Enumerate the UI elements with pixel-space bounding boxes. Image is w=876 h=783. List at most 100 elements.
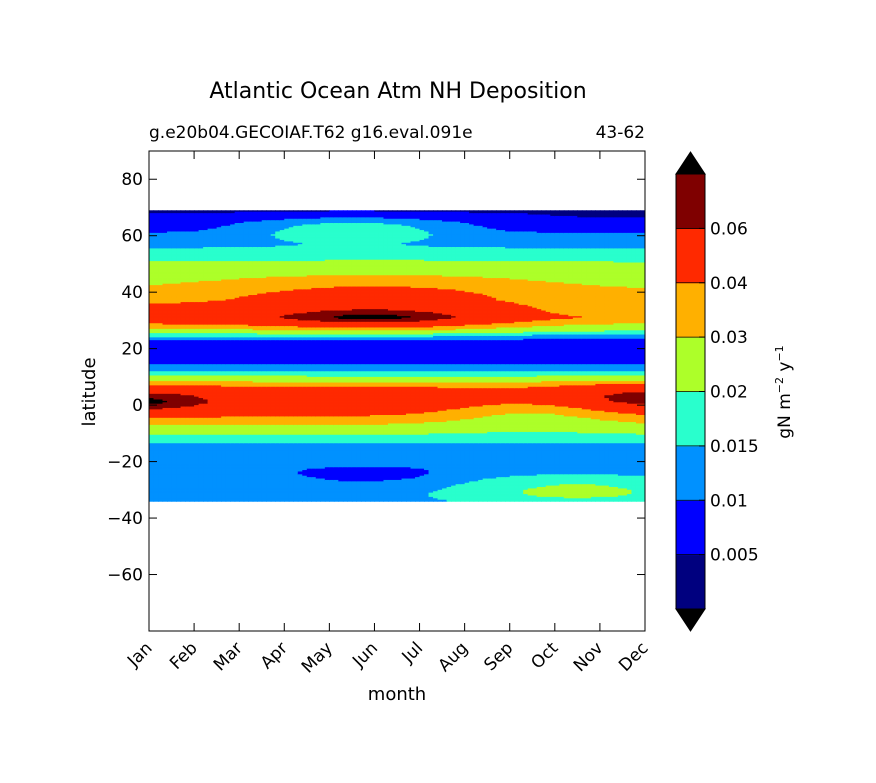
contour-cell	[198, 357, 204, 360]
contour-cell	[189, 488, 195, 491]
contour-cell	[194, 369, 200, 372]
contour-cell	[158, 439, 164, 442]
contour-cell	[194, 330, 200, 333]
contour-cell	[176, 275, 182, 278]
contour-cell	[162, 306, 168, 309]
contour-cell	[176, 330, 182, 333]
contour-cell	[162, 410, 168, 413]
contour-cell	[189, 239, 195, 242]
contour-cell	[149, 362, 155, 365]
contour-cell	[149, 463, 155, 466]
contour-cell	[194, 328, 200, 331]
contour-cell	[153, 327, 159, 330]
contour-cell	[171, 396, 177, 399]
contour-cell	[149, 472, 155, 475]
contour-cell	[176, 333, 182, 336]
contour-cell	[189, 293, 195, 296]
contour-cell	[149, 487, 155, 490]
contour-cell	[162, 278, 168, 281]
contour-cell	[198, 311, 204, 314]
contour-cell	[153, 348, 159, 351]
contour-cell	[180, 276, 186, 279]
contour-cell	[180, 477, 186, 480]
contour-cell	[176, 400, 182, 403]
contour-cell	[153, 415, 159, 418]
contour-cell	[171, 330, 177, 333]
contour-cell	[158, 446, 164, 449]
contour-cell	[158, 383, 164, 386]
contour-cell	[180, 309, 186, 312]
contour-cell	[158, 299, 164, 302]
contour-cell	[149, 299, 155, 302]
contour-cell	[194, 211, 200, 214]
contour-cell	[176, 220, 182, 223]
contour-cell	[153, 269, 159, 272]
contour-cell	[162, 268, 168, 271]
contour-cell	[176, 273, 182, 276]
contour-cell	[167, 242, 173, 245]
contour-cell	[149, 244, 155, 247]
contour-cell	[176, 218, 182, 221]
contour-cell	[153, 439, 159, 442]
contour-cell	[167, 239, 173, 242]
contour-cell	[189, 278, 195, 281]
contour-cell	[149, 317, 155, 320]
contour-cell	[189, 485, 195, 488]
contour-cell	[176, 364, 182, 367]
contour-cell	[167, 324, 173, 327]
contour-cell	[149, 307, 155, 310]
contour-cell	[171, 419, 177, 422]
contour-cell	[185, 275, 191, 278]
contour-cell	[198, 429, 204, 432]
contour-cell	[198, 348, 204, 351]
contour-cell	[167, 474, 173, 477]
contour-cell	[153, 388, 159, 391]
contour-cell	[171, 406, 177, 409]
contour-cell	[149, 498, 155, 501]
contour-cell	[149, 407, 155, 410]
contour-cell	[176, 468, 182, 471]
contour-cell	[189, 368, 195, 371]
contour-cell	[162, 307, 168, 310]
contour-cell	[162, 357, 168, 360]
contour-cell	[153, 215, 159, 218]
contour-cell	[167, 427, 173, 430]
contour-cell	[180, 285, 186, 288]
contour-cell	[185, 489, 191, 492]
contour-cell	[167, 415, 173, 418]
contour-cell	[185, 369, 191, 372]
contour-cell	[185, 484, 191, 487]
contour-cell	[171, 398, 177, 401]
contour-cell	[189, 455, 195, 458]
contour-cell	[185, 272, 191, 275]
contour-cell	[158, 375, 164, 378]
contour-cell	[167, 231, 173, 234]
contour-cell	[167, 389, 173, 392]
contour-cell	[167, 289, 173, 292]
contour-cell	[176, 388, 182, 391]
contour-cell	[171, 444, 177, 447]
contour-cell	[167, 269, 173, 272]
contour-cell	[171, 388, 177, 391]
contour-cell	[176, 389, 182, 392]
contour-cell	[162, 437, 168, 440]
contour-cell	[167, 395, 173, 398]
contour-cell	[153, 333, 159, 336]
contour-cell	[171, 261, 177, 264]
contour-cell	[149, 485, 155, 488]
contour-cell	[194, 422, 200, 425]
contour-cell	[153, 300, 159, 303]
contour-cell	[194, 388, 200, 391]
contour-cell	[185, 338, 191, 341]
contour-cell	[153, 344, 159, 347]
contour-cell	[162, 368, 168, 371]
contour-cell	[194, 463, 200, 466]
contour-cell	[185, 273, 191, 276]
contour-cell	[198, 399, 204, 402]
contour-cell	[180, 241, 186, 244]
contour-cell	[189, 330, 195, 333]
contour-cell	[176, 457, 182, 460]
contour-cell	[158, 300, 164, 303]
contour-cell	[185, 323, 191, 326]
contour-cell	[171, 341, 177, 344]
